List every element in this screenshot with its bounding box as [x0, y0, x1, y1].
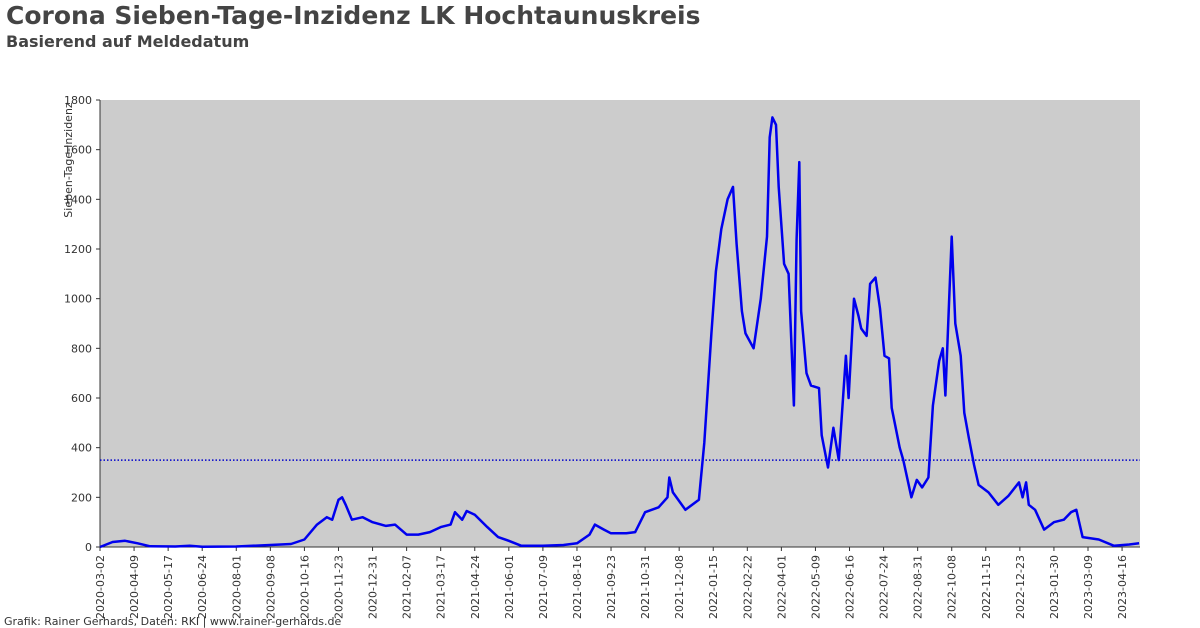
x-tick-label: 2020-11-23	[332, 555, 345, 619]
x-tick-label: 2020-12-31	[367, 555, 380, 619]
y-tick-label: 1200	[64, 243, 92, 256]
y-tick-label: 600	[71, 392, 92, 405]
x-tick-label: 2022-05-09	[809, 555, 822, 619]
x-tick-label: 2020-10-16	[298, 555, 311, 619]
x-tick-label: 2021-09-23	[605, 555, 618, 619]
y-tick-label: 1600	[64, 144, 92, 157]
x-tick-label: 2020-03-02	[94, 555, 107, 619]
chart-title: Corona Sieben-Tage-Inzidenz LK Hochtaunu…	[6, 1, 701, 30]
x-tick-label: 2022-07-24	[878, 555, 891, 619]
x-tick-label: 2020-05-17	[162, 555, 175, 619]
footer: Grafik: Rainer Gerhards, Daten: RKI | ww…	[4, 615, 342, 628]
chart-subtitle: Basierend auf Meldedatum	[6, 32, 249, 51]
y-tick-label: 400	[71, 442, 92, 455]
x-tick-label: 2020-08-01	[230, 555, 243, 619]
y-tick-label: 1400	[64, 193, 92, 206]
x-tick-label: 2022-10-08	[946, 555, 959, 619]
x-tick-label: 2021-08-16	[571, 555, 584, 619]
x-tick-label: 2020-09-08	[264, 555, 277, 619]
x-tick-label: 2022-01-15	[707, 555, 720, 619]
x-tick-label: 2022-12-23	[1014, 555, 1027, 619]
x-tick-label: 2021-06-01	[503, 555, 516, 619]
plot-area	[100, 100, 1140, 547]
y-tick-label: 1000	[64, 293, 92, 306]
y-tick-label: 800	[71, 342, 92, 355]
x-tick-label: 2021-07-09	[537, 555, 550, 619]
x-tick-label: 2022-06-16	[844, 555, 857, 619]
x-tick-label: 2023-01-30	[1048, 555, 1061, 619]
x-tick-label: 2022-11-15	[980, 555, 993, 619]
x-tick-label: 2021-12-08	[673, 555, 686, 619]
y-axis-label: Sieben-Tage-Inzidenz	[62, 102, 75, 218]
x-tick-label: 2020-06-24	[196, 555, 209, 619]
x-tick-label: 2021-02-07	[401, 555, 414, 619]
x-tick-label: 2021-04-24	[469, 555, 482, 619]
x-tick-label: 2020-04-09	[128, 555, 141, 619]
x-tick-label: 2022-04-01	[775, 555, 788, 619]
x-tick-label: 2021-10-31	[639, 555, 652, 619]
y-tick-label: 0	[85, 541, 92, 554]
x-tick-label: 2023-03-09	[1082, 555, 1095, 619]
x-tick-label: 2022-02-22	[741, 555, 754, 619]
x-tick-label: 2021-03-17	[435, 555, 448, 619]
data-line	[99, 116, 1140, 549]
y-tick-label: 1800	[64, 94, 92, 107]
x-tick-label: 2023-04-16	[1116, 555, 1129, 619]
x-tick-label: 2022-08-31	[912, 555, 925, 619]
y-tick-label: 200	[71, 491, 92, 504]
